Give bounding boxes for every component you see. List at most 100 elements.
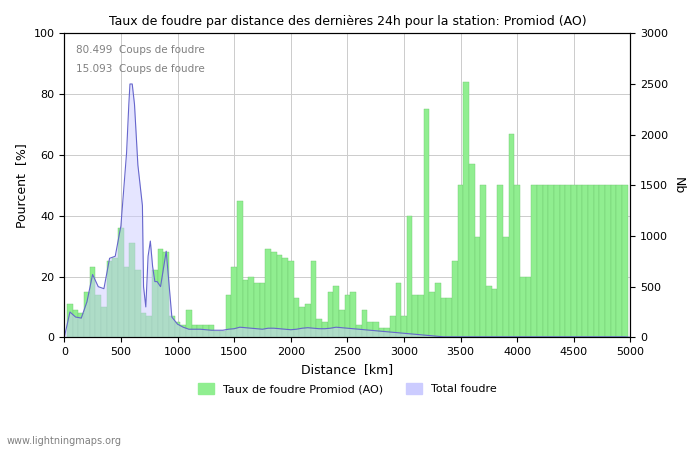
Text: www.lightningmaps.org: www.lightningmaps.org [7,436,122,446]
Bar [571,185,577,338]
X-axis label: Distance  [km]: Distance [km] [301,363,393,376]
Bar [373,322,379,338]
Bar [124,267,130,338]
Bar [84,292,90,338]
Bar [311,261,316,338]
Bar [503,237,509,338]
Bar [566,185,571,338]
Bar [412,295,418,338]
Bar [146,316,152,338]
Bar [390,316,395,338]
Bar [418,295,424,338]
Bar [225,295,231,338]
Bar [175,322,181,338]
Bar [344,295,350,338]
Text: 15.093  Coups de foudre: 15.093 Coups de foudre [76,64,204,74]
Bar [509,134,514,338]
Bar [95,295,101,338]
Bar [588,185,594,338]
Bar [622,185,628,338]
Bar [214,331,220,338]
Bar [78,313,84,338]
Y-axis label: Nb: Nb [672,177,685,194]
Bar [243,279,248,338]
Bar [435,283,441,338]
Bar [452,261,458,338]
Y-axis label: Pourcent  [%]: Pourcent [%] [15,143,28,228]
Bar [424,109,430,338]
Bar [186,310,192,338]
Bar [118,228,124,338]
Bar [492,289,498,338]
Bar [548,185,554,338]
Bar [203,325,209,338]
Bar [220,331,225,338]
Title: Taux de foudre par distance des dernières 24h pour la station: Promiod (AO): Taux de foudre par distance des dernière… [108,15,586,28]
Bar [356,325,361,338]
Bar [260,283,265,338]
Bar [531,185,537,338]
Bar [361,310,368,338]
Bar [339,310,344,338]
Bar [350,292,356,338]
Bar [328,292,333,338]
Bar [265,249,271,338]
Bar [599,185,605,338]
Bar [141,313,146,338]
Bar [316,319,322,338]
Bar [447,298,452,338]
Bar [181,325,186,338]
Bar [101,307,106,338]
Bar [605,185,610,338]
Bar [401,316,407,338]
Bar [498,185,503,338]
Bar [276,255,282,338]
Bar [554,185,560,338]
Bar [237,201,243,338]
Bar [560,185,566,338]
Legend: Taux de foudre Promiod (AO), Total foudre: Taux de foudre Promiod (AO), Total foudr… [193,378,501,399]
Bar [463,82,469,338]
Bar [300,307,305,338]
Bar [231,267,237,338]
Bar [610,185,616,338]
Bar [526,277,531,338]
Bar [430,292,435,338]
Bar [395,283,401,338]
Bar [384,328,390,338]
Bar [169,316,175,338]
Text: 80.499  Coups de foudre: 80.499 Coups de foudre [76,45,204,55]
Bar [305,304,311,338]
Bar [368,322,373,338]
Bar [514,185,520,338]
Bar [130,243,135,338]
Bar [282,258,288,338]
Bar [248,277,254,338]
Bar [542,185,548,338]
Bar [152,270,158,338]
Bar [486,286,492,338]
Bar [293,298,300,338]
Bar [582,185,588,338]
Bar [616,185,622,338]
Bar [158,249,163,338]
Bar [577,185,582,338]
Bar [520,277,526,338]
Bar [113,258,118,338]
Bar [192,325,197,338]
Bar [90,267,95,338]
Bar [106,261,113,338]
Bar [322,322,328,338]
Bar [67,304,73,338]
Bar [407,216,412,338]
Bar [163,252,169,338]
Bar [333,286,339,338]
Bar [441,298,447,338]
Bar [271,252,277,338]
Bar [73,310,78,338]
Bar [254,283,260,338]
Bar [197,325,203,338]
Bar [135,270,141,338]
Bar [537,185,542,338]
Bar [379,328,384,338]
